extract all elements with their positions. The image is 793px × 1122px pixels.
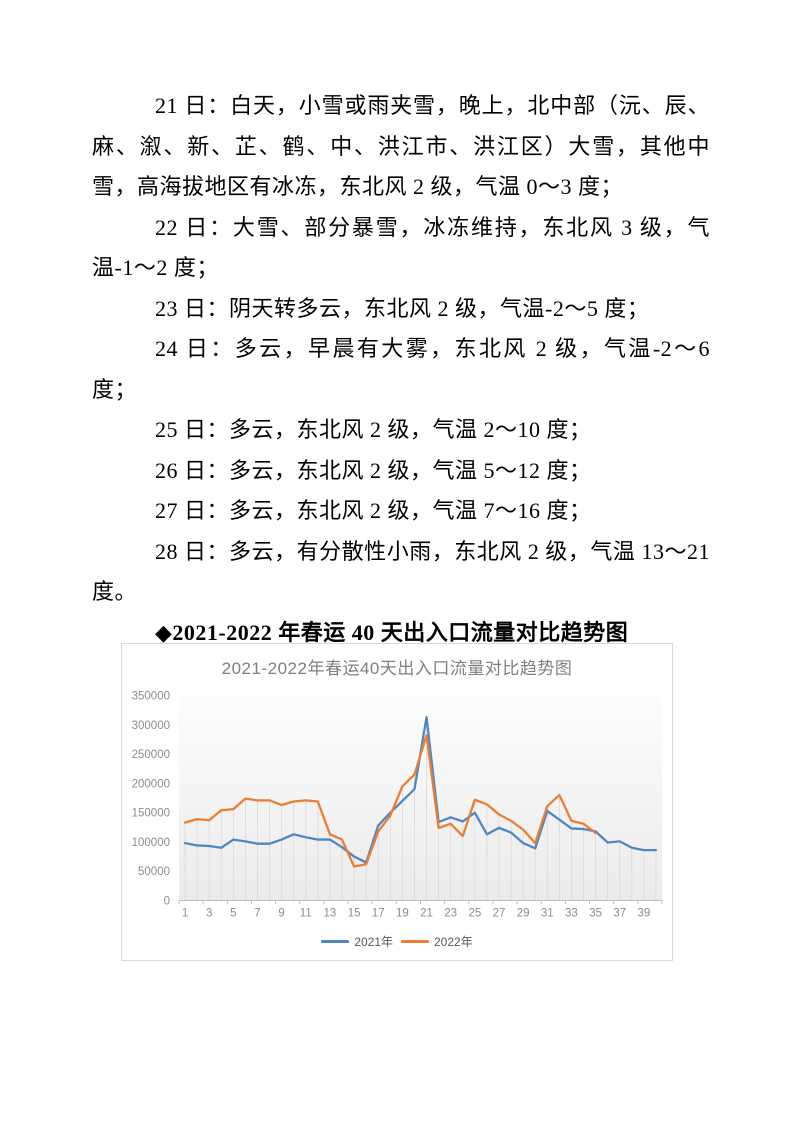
y-axis-tick-label: 300000 bbox=[132, 720, 170, 732]
y-axis-tick-label: 250000 bbox=[132, 749, 170, 761]
x-axis-tick-label: 11 bbox=[300, 908, 312, 920]
forecast-paragraph-day27: 27 日：多云，东北风 2 级，气温 7～16 度； bbox=[155, 498, 592, 523]
trend-chart-svg: 0 50000 100000 150000 200000 250000 300000 3500… bbox=[132, 691, 663, 920]
x-axis-tick-label: 21 bbox=[420, 908, 433, 920]
y-axis-tick-label: 0 bbox=[164, 896, 170, 908]
chart-title: 2021-2022年春运40天出入口流量对比趋势图 bbox=[221, 659, 573, 678]
x-axis-tick-label: 39 bbox=[637, 908, 650, 920]
forecast-paragraph-day24: 24 日：多云，早晨有大雾，东北风 2 级，气温-2～6 度； bbox=[92, 336, 710, 402]
x-axis-tick-label: 31 bbox=[541, 908, 554, 920]
x-axis-tick-label: 25 bbox=[468, 908, 481, 920]
legend-label-2021: 2021年 bbox=[354, 935, 393, 949]
y-axis-tick-label: 200000 bbox=[132, 778, 170, 790]
forecast-paragraph-day25: 25 日：多云，东北风 2 级，气温 2～10 度； bbox=[155, 417, 592, 442]
series-line-2022年 bbox=[183, 734, 597, 868]
x-axis-tick-label: 3 bbox=[206, 908, 212, 920]
x-axis-tick-label: 9 bbox=[278, 908, 284, 920]
x-axis-tick-label: 33 bbox=[565, 908, 578, 920]
x-axis-tick-label: 7 bbox=[254, 908, 260, 920]
forecast-paragraph-day28: 28 日：多云，有分散性小雨，东北风 2 级，气温 13～21 度。 bbox=[92, 538, 710, 605]
traffic-trend-chart: 2021-2022年春运40天出入口流量对比趋势图 0 50000 100000 15… bbox=[121, 643, 673, 961]
y-axis-tick-label: 350000 bbox=[132, 691, 170, 703]
x-axis-tick-label: 5 bbox=[230, 908, 236, 920]
y-axis-tick-label: 50000 bbox=[138, 866, 170, 878]
legend-item-2021: 2021年 bbox=[321, 933, 393, 950]
legend-label-2022: 2022年 bbox=[434, 935, 473, 949]
x-axis-tick-label: 15 bbox=[348, 908, 361, 920]
x-axis-tick-label: 1 bbox=[182, 908, 188, 920]
legend-item-2022: 2022年 bbox=[401, 933, 473, 950]
y-axis-tick-label: 150000 bbox=[132, 808, 170, 820]
x-axis-tick-label: 29 bbox=[517, 908, 530, 920]
forecast-paragraph-day22: 22 日：大雪、部分暴雪，冰冻维持，东北风 3 级，气温-1～2 度； bbox=[92, 214, 710, 281]
x-axis-tick-label: 35 bbox=[589, 908, 602, 920]
plot-area-background bbox=[179, 695, 662, 901]
x-axis-tick-label: 19 bbox=[396, 908, 409, 920]
x-axis-tick-label: 17 bbox=[372, 908, 385, 920]
forecast-paragraph-day26: 26 日：多云，东北风 2 级，气温 5～12 度； bbox=[155, 457, 592, 483]
forecast-paragraph-day23: 23 日：阴天转多云，东北风 2 级，气温-2～5 度； bbox=[155, 295, 650, 321]
forecast-paragraph-day21: 21 日：白天，小雪或雨夹雪，晚上，北中部（沅、辰、麻、溆、新、芷、鹤、中、洪江… bbox=[92, 93, 710, 199]
weather-forecast-text: 21 日：白天，小雪或雨夹雪，晚上，北中部（沅、辰、麻、溆、新、芷、鹤、中、洪江… bbox=[92, 86, 710, 653]
x-axis-tick-label: 37 bbox=[613, 908, 626, 920]
x-axis-tick-label: 23 bbox=[444, 908, 457, 920]
x-axis-tick-label: 27 bbox=[493, 908, 506, 920]
legend-line-2021-icon bbox=[321, 940, 350, 943]
section-heading: ◆2021-2022 年春运 40 天出入口流量对比趋势图 bbox=[155, 619, 629, 645]
y-axis-tick-label: 100000 bbox=[132, 837, 170, 849]
legend-line-2022-icon bbox=[401, 940, 429, 943]
x-axis-tick-label: 13 bbox=[324, 908, 337, 920]
chart-legend: 2021年 2022年 bbox=[122, 933, 672, 950]
